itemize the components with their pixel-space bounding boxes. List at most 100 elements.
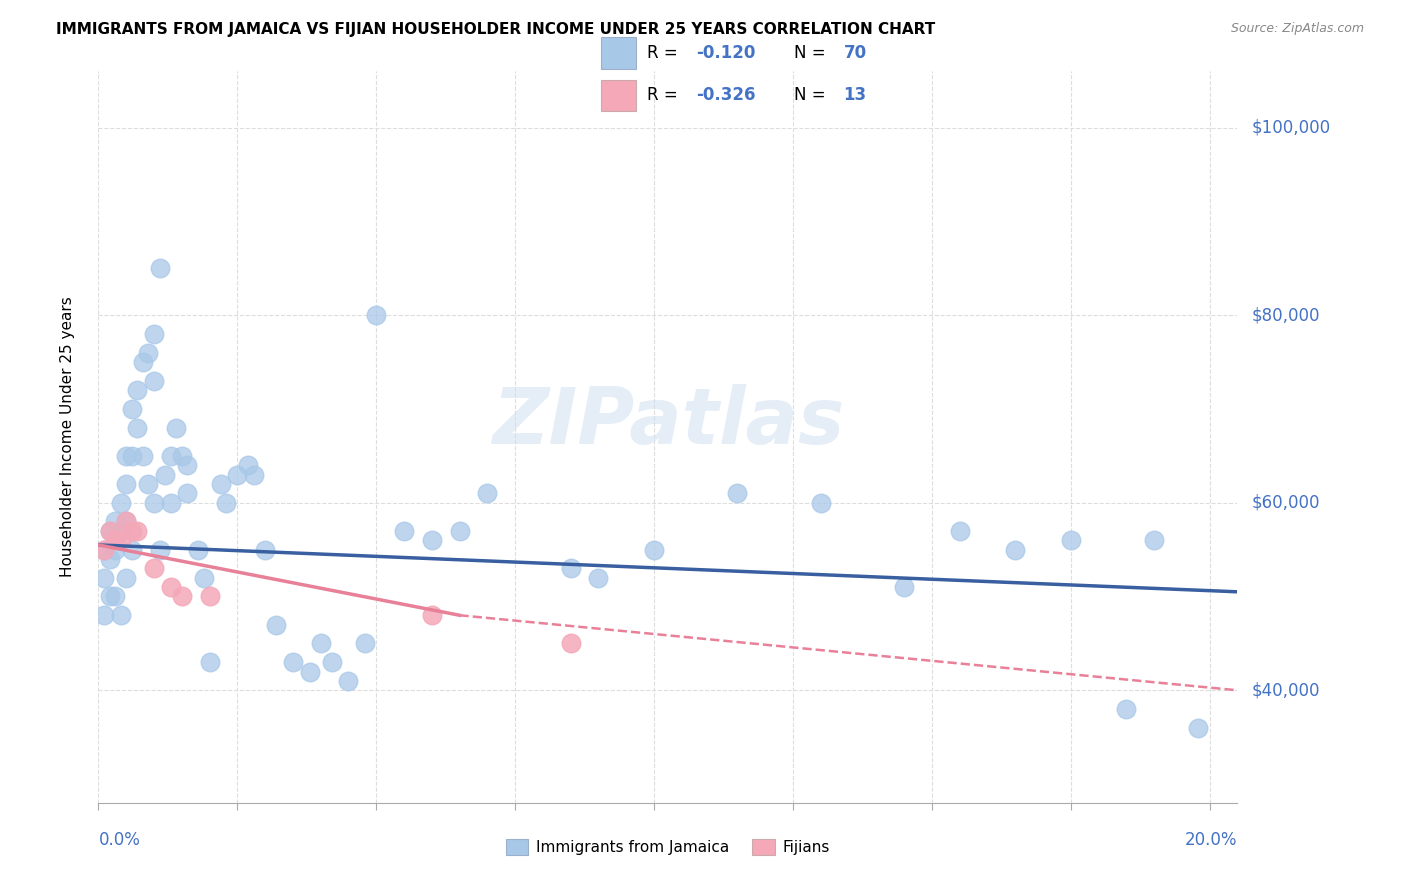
- Text: 20.0%: 20.0%: [1185, 831, 1237, 849]
- Point: [226, 467, 249, 482]
- Point: [243, 467, 266, 482]
- Point: [121, 524, 143, 538]
- Point: [560, 636, 582, 650]
- Point: [170, 449, 193, 463]
- Point: [93, 542, 115, 557]
- Point: [1059, 533, 1081, 548]
- Text: -0.120: -0.120: [696, 44, 755, 62]
- Point: [1143, 533, 1166, 548]
- Point: [477, 486, 499, 500]
- Point: [138, 477, 160, 491]
- Point: [121, 542, 143, 557]
- Point: [132, 355, 155, 369]
- Point: [893, 580, 915, 594]
- Point: [215, 496, 238, 510]
- Point: [948, 524, 970, 538]
- Point: [104, 515, 127, 529]
- Point: [121, 401, 143, 416]
- Point: [115, 515, 138, 529]
- Point: [392, 524, 415, 538]
- Point: [588, 571, 610, 585]
- Point: [198, 655, 221, 669]
- Point: [98, 524, 121, 538]
- Point: [810, 496, 832, 510]
- Text: R =: R =: [647, 87, 683, 104]
- Point: [264, 617, 287, 632]
- Point: [93, 571, 115, 585]
- FancyBboxPatch shape: [602, 37, 636, 69]
- Point: [337, 673, 360, 688]
- Point: [110, 496, 132, 510]
- Point: [643, 542, 665, 557]
- Point: [159, 449, 181, 463]
- Text: $60,000: $60,000: [1251, 494, 1320, 512]
- Point: [104, 533, 127, 548]
- Point: [93, 608, 115, 623]
- Point: [1187, 721, 1209, 735]
- Point: [209, 477, 232, 491]
- Point: [176, 458, 198, 473]
- Point: [187, 542, 209, 557]
- Point: [143, 326, 166, 341]
- Point: [143, 561, 166, 575]
- Text: IMMIGRANTS FROM JAMAICA VS FIJIAN HOUSEHOLDER INCOME UNDER 25 YEARS CORRELATION : IMMIGRANTS FROM JAMAICA VS FIJIAN HOUSEH…: [56, 22, 935, 37]
- Point: [560, 561, 582, 575]
- Point: [281, 655, 304, 669]
- Point: [115, 515, 138, 529]
- Point: [110, 533, 132, 548]
- Text: N =: N =: [794, 44, 831, 62]
- Legend: Immigrants from Jamaica, Fijians: Immigrants from Jamaica, Fijians: [499, 833, 837, 861]
- Text: N =: N =: [794, 87, 831, 104]
- Point: [98, 524, 121, 538]
- Point: [238, 458, 260, 473]
- Point: [115, 477, 138, 491]
- Point: [127, 420, 149, 434]
- Point: [98, 590, 121, 604]
- Y-axis label: Householder Income Under 25 years: Householder Income Under 25 years: [60, 297, 75, 577]
- Point: [132, 449, 155, 463]
- Point: [115, 449, 138, 463]
- Point: [321, 655, 343, 669]
- Point: [159, 580, 181, 594]
- Point: [354, 636, 377, 650]
- Point: [110, 608, 132, 623]
- Point: [104, 542, 127, 557]
- Point: [143, 374, 166, 388]
- Point: [159, 496, 181, 510]
- FancyBboxPatch shape: [602, 80, 636, 112]
- Point: [449, 524, 471, 538]
- Point: [1115, 702, 1137, 716]
- Point: [1004, 542, 1026, 557]
- Text: 0.0%: 0.0%: [98, 831, 141, 849]
- Point: [193, 571, 215, 585]
- Point: [127, 524, 149, 538]
- Point: [366, 308, 388, 322]
- Point: [176, 486, 198, 500]
- Point: [198, 590, 221, 604]
- Point: [98, 552, 121, 566]
- Point: [254, 542, 277, 557]
- Text: $40,000: $40,000: [1251, 681, 1320, 699]
- Point: [170, 590, 193, 604]
- Point: [420, 533, 443, 548]
- Text: 70: 70: [844, 44, 866, 62]
- Point: [121, 449, 143, 463]
- Text: $100,000: $100,000: [1251, 119, 1330, 136]
- Point: [127, 383, 149, 397]
- Text: $80,000: $80,000: [1251, 306, 1320, 324]
- Text: -0.326: -0.326: [696, 87, 755, 104]
- Point: [725, 486, 748, 500]
- Point: [420, 608, 443, 623]
- Point: [104, 590, 127, 604]
- Point: [148, 261, 170, 276]
- Point: [115, 571, 138, 585]
- Point: [165, 420, 187, 434]
- Point: [298, 665, 321, 679]
- Text: Source: ZipAtlas.com: Source: ZipAtlas.com: [1230, 22, 1364, 36]
- Point: [148, 542, 170, 557]
- Point: [309, 636, 332, 650]
- Point: [93, 542, 115, 557]
- Text: ZIPatlas: ZIPatlas: [492, 384, 844, 460]
- Point: [143, 496, 166, 510]
- Point: [110, 524, 132, 538]
